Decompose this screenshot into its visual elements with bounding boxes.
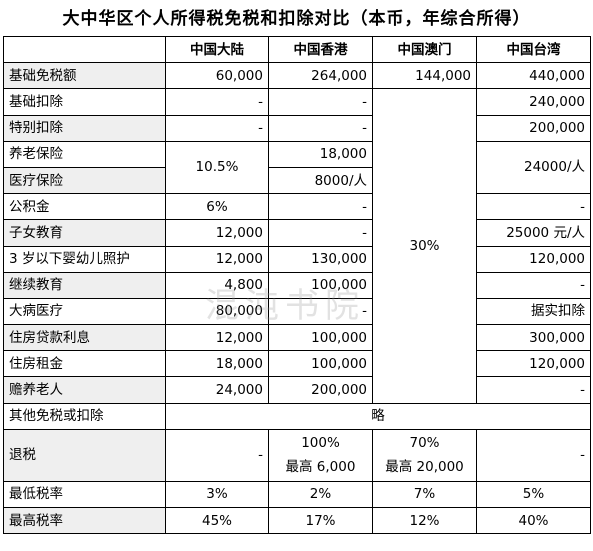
row-label: 特别扣除 (3, 114, 166, 142)
table-row: 医疗保险 8000/人 (3, 166, 591, 195)
cell-hk: 200,000 (268, 376, 373, 404)
cell-taiwan: 5% (476, 480, 591, 509)
cell-taiwan: 120,000 (476, 245, 591, 273)
cell-taiwan: 200,000 (476, 114, 591, 142)
cell-hk: - (268, 297, 373, 326)
cell-mainland: 12,000 (165, 245, 269, 273)
cell-hk-top: 100% (301, 435, 340, 452)
cell-hk-bottom: 最高 6,000 (285, 459, 356, 476)
header-hk: 中国香港 (268, 35, 373, 64)
cell-hk: 100,000 (268, 271, 373, 299)
cell-taiwan: 24000/人 (476, 140, 591, 195)
row-label: 公积金 (3, 193, 166, 221)
cell-macau: 144,000 (372, 62, 477, 90)
table-row: 其他免税或扣除 略 (3, 402, 591, 430)
row-label: 大病医疗 (3, 297, 166, 326)
table-row: 住房租金 18,000 100,000 120,000 (3, 350, 591, 378)
row-label: 其他免税或扣除 (3, 402, 166, 430)
row-label: 住房租金 (3, 350, 166, 378)
table-row: 大病医疗 80,000 - 据实扣除 (3, 297, 591, 326)
row-label: 医疗保险 (3, 166, 166, 195)
cell-hk: 264,000 (268, 62, 373, 90)
header-empty (3, 35, 166, 64)
cell-mainland: 80,000 (165, 297, 269, 326)
header-row: 中国大陆 中国香港 中国澳门 中国台湾 (3, 35, 591, 64)
cell-mainland: 24,000 (165, 376, 269, 404)
cell-hk: 130,000 (268, 245, 373, 273)
cell-macau-bottom: 最高 20,000 (385, 459, 464, 476)
cell-mainland: - (165, 88, 269, 116)
cell-mainland: 4,800 (165, 271, 269, 299)
table-row: 子女教育 12,000 - 25000 元/人 (3, 219, 591, 247)
table-row: 特别扣除 - - 200,000 (3, 114, 591, 142)
row-label: 3 岁以下婴幼儿照护 (3, 245, 166, 273)
header-taiwan: 中国台湾 (476, 35, 591, 64)
cell-taiwan: 40% (476, 506, 591, 535)
row-label: 赡养老人 (3, 376, 166, 404)
cell-macau: 7% (372, 480, 477, 509)
table-row: 继续教育 4,800 100,000 - (3, 271, 591, 299)
cell-taiwan: 240,000 (476, 88, 591, 116)
cell-taiwan: - (476, 271, 591, 299)
cell-mainland: 12,000 (165, 324, 269, 352)
cell-taiwan: 25000 元/人 (476, 219, 591, 247)
cell-hk: 100,000 (268, 324, 373, 352)
header-macau: 中国澳门 (372, 35, 477, 64)
cell-mainland: 6% (165, 193, 269, 221)
cell-hk: 18,000 (268, 140, 373, 168)
row-label: 基础扣除 (3, 88, 166, 116)
cell-taiwan: 据实扣除 (476, 297, 591, 326)
cell-hk: 100% 最高 6,000 (268, 428, 373, 482)
cell-hk: 2% (268, 480, 373, 509)
cell-macau-top: 70% (409, 435, 440, 452)
cell-taiwan: - (476, 376, 591, 404)
row-label: 最高税率 (3, 506, 166, 535)
cell-taiwan: 440,000 (476, 62, 591, 90)
cell-mainland: 3% (165, 480, 269, 509)
row-label: 基础免税额 (3, 62, 166, 90)
header-mainland: 中国大陆 (165, 35, 269, 64)
cell-hk: 17% (268, 506, 373, 535)
cell-taiwan: 120,000 (476, 350, 591, 378)
cell-macau: 70% 最高 20,000 (372, 428, 477, 482)
cell-hk: - (268, 219, 373, 247)
table-row: 退税 - 100% 最高 6,000 70% 最高 20,000 - (3, 428, 591, 482)
cell-hk: 100,000 (268, 350, 373, 378)
row-label: 养老保险 (3, 140, 166, 168)
cell-mainland: 10.5% (165, 140, 269, 195)
cell-taiwan: - (476, 193, 591, 221)
cell-hk: 8000/人 (268, 166, 373, 195)
cell-merged: 略 (165, 402, 591, 430)
table-row: 最低税率 3% 2% 7% 5% (3, 480, 591, 509)
table-row: 3 岁以下婴幼儿照护 12,000 130,000 120,000 (3, 245, 591, 273)
cell-mainland: 60,000 (165, 62, 269, 90)
cell-mainland: 18,000 (165, 350, 269, 378)
table-row: 基础扣除 - - 30% 240,000 (3, 88, 591, 404)
table-row: 最高税率 45% 17% 12% 40% (3, 506, 591, 535)
row-label: 继续教育 (3, 271, 166, 299)
row-label: 最低税率 (3, 480, 166, 509)
cell-macau-merged: 30% (372, 88, 477, 404)
cell-mainland: 45% (165, 506, 269, 535)
cell-mainland: 12,000 (165, 219, 269, 247)
cell-taiwan: 300,000 (476, 324, 591, 352)
cell-macau: 12% (372, 506, 477, 535)
row-label: 退税 (3, 428, 166, 482)
table-row: 养老保险 10.5% 18,000 24000/人 (3, 140, 591, 195)
cell-taiwan: - (476, 428, 591, 482)
cell-hk: - (268, 193, 373, 221)
cell-hk: - (268, 88, 373, 116)
cell-mainland: - (165, 114, 269, 142)
table-row: 住房贷款利息 12,000 100,000 300,000 (3, 324, 591, 352)
table-row: 赡养老人 24,000 200,000 - (3, 376, 591, 404)
cell-hk: - (268, 114, 373, 142)
row-label: 子女教育 (3, 219, 166, 247)
row-label: 住房贷款利息 (3, 324, 166, 352)
cell-mainland: - (165, 428, 269, 482)
table-row: 公积金 6% - - (3, 193, 591, 221)
page-title: 大中华区个人所得税免税和扣除对比（本币，年综合所得） (62, 9, 531, 29)
tax-comparison-table: 中国大陆 中国香港 中国澳门 中国台湾 基础免税额 60,000 264,000… (3, 35, 591, 535)
table-row: 基础免税额 60,000 264,000 144,000 440,000 (3, 62, 591, 90)
